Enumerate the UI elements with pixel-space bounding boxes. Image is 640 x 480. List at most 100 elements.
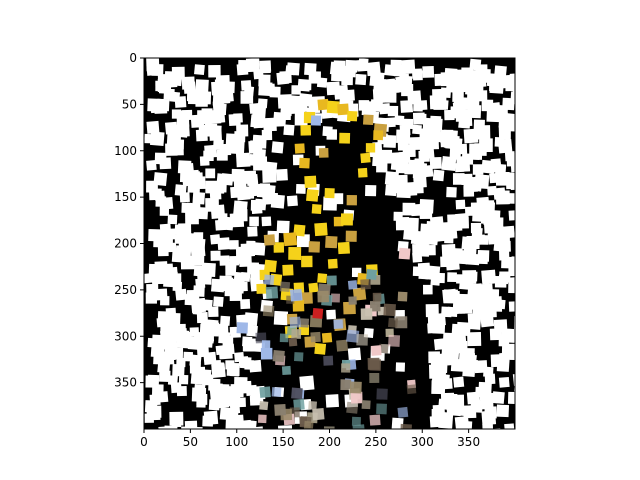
- mosaic-tile: [501, 345, 515, 360]
- mosaic-tile: [250, 199, 262, 211]
- mosaic-tile: [304, 62, 317, 76]
- mosaic-tile: [272, 349, 285, 363]
- mosaic-tile: [199, 272, 212, 285]
- mosaic-tile: [149, 190, 160, 201]
- mosaic-tile: [430, 275, 441, 286]
- mosaic-tile: [213, 139, 224, 151]
- mosaic-tile: [376, 388, 388, 400]
- mosaic-tile: [249, 183, 262, 197]
- mosaic-tile: [361, 400, 371, 410]
- mosaic-tile: [223, 91, 234, 103]
- mosaic-tile: [195, 206, 209, 220]
- mosaic-tile: [279, 333, 289, 343]
- mosaic-tile: [385, 117, 396, 128]
- mosaic-tile: [156, 98, 170, 112]
- mosaic-tile: [157, 79, 171, 93]
- mosaic-tile: [472, 164, 484, 175]
- mosaic-tile: [263, 274, 275, 285]
- mosaic-tile: [475, 386, 486, 398]
- mosaic-tile: [429, 415, 442, 428]
- y-tick-label: 350: [114, 376, 137, 390]
- mosaic-tile: [286, 62, 300, 76]
- mosaic-tile: [247, 226, 258, 237]
- mosaic-tile: [470, 222, 482, 234]
- mosaic-tile: [192, 176, 206, 190]
- mosaic-tile: [434, 73, 447, 87]
- mosaic-tile: [339, 92, 350, 103]
- mosaic-tile: [438, 373, 450, 386]
- mosaic-tile: [356, 60, 368, 72]
- y-tick-label: 200: [114, 237, 137, 251]
- mosaic-tile: [293, 97, 308, 112]
- mosaic-tile: [148, 263, 162, 277]
- mosaic-tile: [447, 393, 458, 404]
- mosaic-tile: [496, 234, 509, 247]
- mosaic-tile: [510, 116, 515, 130]
- mosaic-tile: [286, 195, 298, 207]
- mosaic-tile: [312, 407, 325, 421]
- mosaic-tile: [323, 196, 338, 211]
- mosaic-tile: [337, 241, 350, 255]
- mosaic-tile: [178, 374, 189, 385]
- mosaic-tile: [432, 169, 445, 182]
- mosaic-tile: [390, 155, 406, 171]
- mosaic-tile: [170, 382, 182, 394]
- mosaic-tile: [391, 417, 404, 429]
- mosaic-tile: [471, 130, 481, 140]
- mosaic-tile: [174, 139, 185, 150]
- mosaic-tile: [171, 109, 182, 119]
- mosaic-tile: [292, 299, 305, 312]
- mosaic-tile: [355, 73, 367, 86]
- mosaic-tile: [231, 168, 245, 182]
- mosaic-tile: [451, 323, 466, 339]
- mosaic-tile: [425, 303, 439, 318]
- mosaic-tile: [357, 167, 368, 178]
- mosaic-tile: [508, 301, 515, 312]
- mosaic-tile: [473, 119, 485, 131]
- mosaic-tile: [323, 355, 334, 366]
- mosaic-tile: [347, 63, 358, 73]
- x-tick-label: 200: [318, 435, 341, 449]
- mosaic-tile: [456, 143, 468, 155]
- mosaic-tile: [369, 414, 381, 426]
- mosaic-tile: [370, 345, 382, 356]
- mosaic-tile: [428, 351, 441, 364]
- mosaic-tile: [317, 290, 330, 303]
- mosaic-tile: [367, 357, 380, 370]
- mosaic-tile: [184, 293, 196, 306]
- mosaic-tile: [366, 65, 378, 77]
- mosaic-tile: [262, 305, 275, 317]
- mosaic-tile: [310, 331, 321, 343]
- mosaic-tile: [365, 185, 377, 197]
- mosaic-tile: [467, 332, 482, 347]
- mosaic-tile: [210, 125, 222, 137]
- mosaic-tile: [249, 395, 260, 406]
- x-tick-label: 300: [411, 435, 434, 449]
- mosaic-tile: [261, 184, 276, 199]
- mosaic-tile: [432, 321, 446, 334]
- mosaic-tile: [259, 386, 271, 398]
- mosaic-tile: [203, 150, 214, 162]
- mosaic-tile: [341, 363, 351, 373]
- mosaic-tile: [482, 423, 494, 429]
- mosaic-tile: [472, 208, 486, 222]
- mosaic-tile: [497, 139, 513, 154]
- mosaic-tile: [432, 404, 446, 418]
- mosaic-tile: [167, 214, 178, 225]
- mosaic-tile: [249, 216, 259, 227]
- mosaic-tile: [169, 411, 184, 426]
- mosaic-tile: [187, 232, 201, 246]
- mosaic-tile: [446, 348, 460, 361]
- mosaic-tile: [308, 400, 318, 410]
- mosaic-tile: [494, 65, 507, 79]
- mosaic-tile: [145, 375, 158, 388]
- mosaic-tile: [385, 328, 394, 338]
- mosaic-tile: [183, 81, 196, 94]
- x-tick-label: 250: [364, 435, 387, 449]
- mosaic-tile: [324, 187, 335, 199]
- mosaic-tile: [178, 223, 192, 237]
- mosaic-tile: [229, 366, 240, 377]
- mosaic-tile: [159, 223, 172, 235]
- mosaic-tile: [308, 241, 320, 253]
- mosaic-tile: [445, 256, 460, 271]
